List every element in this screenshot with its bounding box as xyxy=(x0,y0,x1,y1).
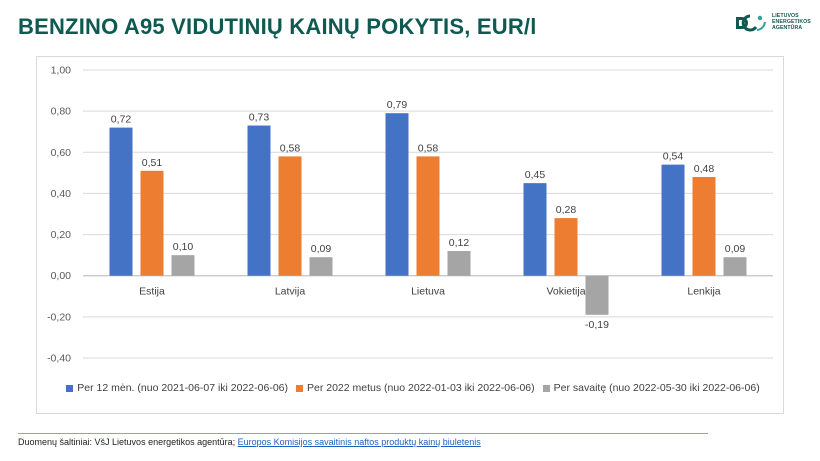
y-tick-label: -0,20 xyxy=(47,311,71,323)
footer-divider xyxy=(18,433,708,434)
legend-item: Per 12 mėn. (nuo 2021-06-07 iki 2022-06-… xyxy=(66,382,288,394)
data-label: 0,58 xyxy=(280,142,301,154)
y-tick-label: 1,00 xyxy=(51,65,72,77)
chart-area: -0,40 -0,20 0,00 0,20 0,40 0,60 0,80 1,00 0,72 0,… xyxy=(36,56,784,414)
data-label: 0,58 xyxy=(418,142,439,154)
bar xyxy=(385,113,409,276)
x-category-label: Vokietija xyxy=(546,286,585,298)
bar-chart: -0,40 -0,20 0,00 0,20 0,40 0,60 0,80 1,00 0,72 0,… xyxy=(47,65,773,365)
data-label: 0,28 xyxy=(556,204,577,216)
data-label: 0,09 xyxy=(311,243,332,255)
x-category-label: Latvija xyxy=(275,286,306,298)
bar xyxy=(140,170,164,276)
data-label: 0,73 xyxy=(249,112,270,124)
x-category-label: Lenkija xyxy=(687,286,720,298)
y-tick-label: -0,40 xyxy=(47,353,71,365)
chart-legend: Per 12 mėn. (nuo 2021-06-07 iki 2022-06-… xyxy=(51,382,775,394)
data-label: 0,79 xyxy=(387,99,408,111)
source-label: Duomenų šaltiniai: VšJ Lietuvos energeti… xyxy=(18,437,238,447)
data-label: 0,72 xyxy=(111,114,132,126)
data-label: 0,09 xyxy=(725,243,746,255)
legend-label: Per 2022 metus (nuo 2022-01-03 iki 2022-… xyxy=(307,382,535,394)
page-title: BENZINO A95 VIDUTINIŲ KAINŲ POKYTIS, EUR… xyxy=(18,14,537,39)
data-label: 0,45 xyxy=(525,169,546,181)
bar xyxy=(723,257,747,276)
bar xyxy=(247,125,271,276)
bar xyxy=(109,127,133,276)
bar xyxy=(585,275,609,315)
data-label: -0,19 xyxy=(585,319,609,331)
y-tick-label: 0,60 xyxy=(51,147,72,159)
legend-swatch xyxy=(66,384,74,392)
y-tick-label: 0,00 xyxy=(51,270,72,282)
bar xyxy=(309,257,333,276)
agency-logo-text: LIETUVOS ENERGETIKOS AGENTŪRA xyxy=(772,13,811,32)
bar xyxy=(278,156,302,276)
legend-swatch xyxy=(542,384,550,392)
bar xyxy=(692,176,716,276)
bar xyxy=(554,218,578,276)
data-label: 0,10 xyxy=(173,241,194,253)
bar xyxy=(447,251,471,276)
bar xyxy=(661,164,685,276)
legend-item: Per 2022 metus (nuo 2022-01-03 iki 2022-… xyxy=(296,382,535,394)
bar xyxy=(416,156,440,276)
bar xyxy=(523,183,547,276)
legend-item: Per savaitę (nuo 2022-05-30 iki 2022-06-… xyxy=(542,382,760,394)
legend-label: Per savaitę (nuo 2022-05-30 iki 2022-06-… xyxy=(553,382,760,394)
y-tick-label: 0,80 xyxy=(51,106,72,118)
legend-swatch xyxy=(296,384,303,392)
data-label: 0,54 xyxy=(663,151,684,163)
y-tick-label: 0,20 xyxy=(51,229,72,241)
footer-sources: Duomenų šaltiniai: VšJ Lietuvos energeti… xyxy=(18,437,481,447)
agency-logo-icon xyxy=(736,14,766,32)
x-category-label: Estija xyxy=(139,286,165,298)
legend-label: Per 12 mėn. (nuo 2021-06-07 iki 2022-06-… xyxy=(77,382,288,394)
x-category-label: Lietuva xyxy=(411,286,445,298)
data-label: 0,51 xyxy=(142,157,163,169)
bar xyxy=(171,255,195,276)
source-link[interactable]: Europos Komisijos savaitinis naftos prod… xyxy=(237,437,481,447)
y-tick-label: 0,40 xyxy=(51,188,72,200)
data-label: 0,12 xyxy=(449,237,470,249)
data-label: 0,48 xyxy=(694,163,715,175)
agency-logo: LIETUVOS ENERGETIKOS AGENTŪRA xyxy=(734,10,814,38)
